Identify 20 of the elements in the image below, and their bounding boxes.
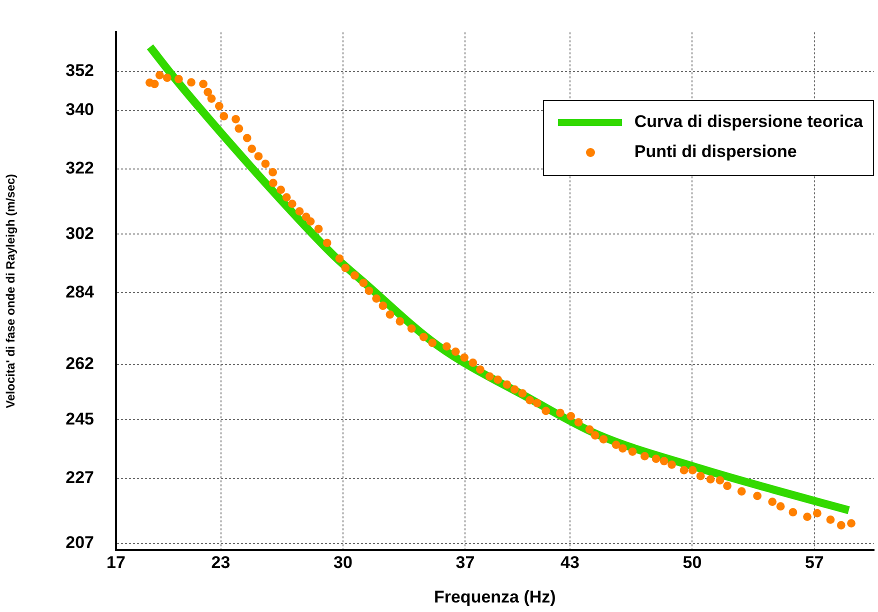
x-tick-label: 50: [682, 552, 702, 572]
x-tick-label: 17: [106, 552, 126, 572]
y-tick-label: 207: [66, 533, 94, 552]
legend-label: Curva di dispersione teorica: [634, 112, 863, 132]
y-tick-label: 262: [66, 354, 94, 374]
y-tick-label: 352: [66, 60, 94, 80]
y-tick-label: 284: [66, 282, 95, 302]
y-tick-label: 340: [66, 100, 94, 120]
y-tick-label: 322: [66, 158, 94, 178]
x-tick-label: 43: [560, 552, 580, 572]
x-tick-label: 30: [334, 552, 352, 572]
x-tick-label: 37: [456, 552, 475, 572]
y-tick-label: 245: [66, 409, 94, 428]
y-tick-label: 302: [66, 224, 94, 243]
y-tick-label: 227: [66, 468, 94, 488]
x-tick-label: 57: [804, 552, 824, 572]
x-axis-title: Frequenza (Hz): [434, 587, 556, 606]
legend-label: Punti di dispersione: [634, 142, 797, 162]
y-axis-title: Velocita' di fase onde di Rayleigh (m/sec): [4, 174, 18, 408]
x-tick-label: 23: [211, 552, 230, 572]
